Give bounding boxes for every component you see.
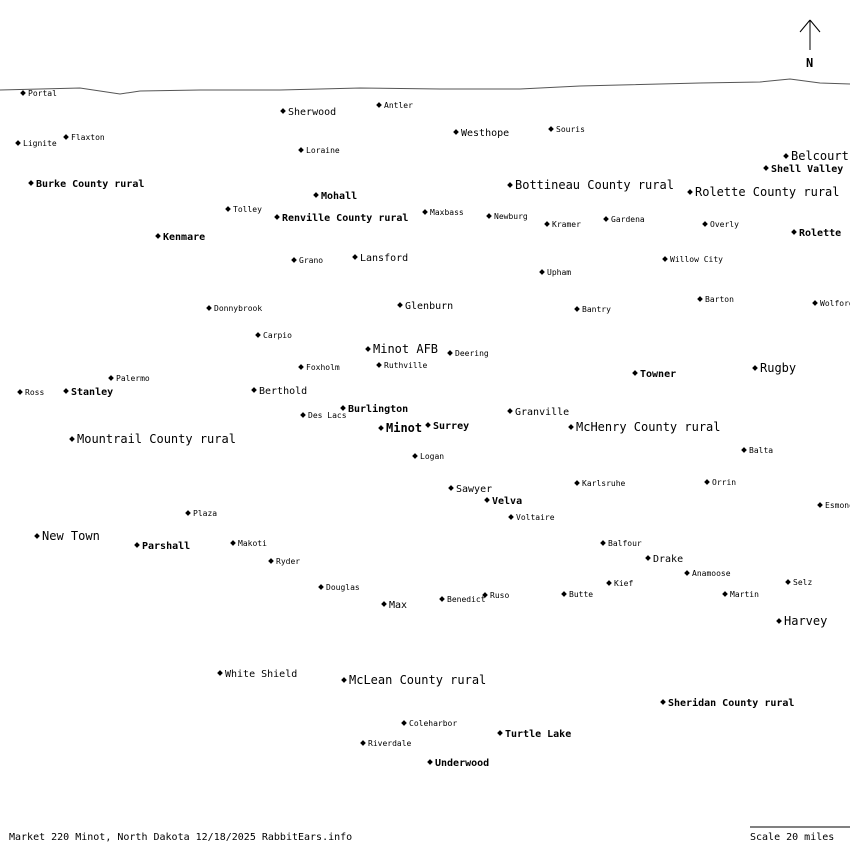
place-label: Deering: [447, 350, 489, 358]
place-label: New Town: [34, 530, 100, 542]
place-label: Ryder: [268, 558, 300, 566]
place-label: Foxholm: [298, 364, 340, 372]
place-label: Plaza: [185, 510, 217, 518]
place-label: Renville County rural: [274, 214, 408, 224]
place-label: Newburg: [486, 213, 528, 221]
place-label: Grano: [291, 257, 323, 265]
place-label: Selz: [785, 579, 812, 587]
place-label: Willow City: [662, 256, 723, 264]
place-label: Tolley: [225, 206, 262, 214]
place-label: Portal: [20, 90, 57, 98]
place-label: Orrin: [704, 479, 736, 487]
place-label: Anamoose: [684, 570, 731, 578]
map-caption: Market 220 Minot, North Dakota 12/18/202…: [9, 832, 353, 843]
place-label: Balfour: [600, 540, 642, 548]
place-label: Minot: [378, 422, 422, 434]
place-label: Bottineau County rural: [507, 179, 674, 191]
place-label: Shell Valley: [763, 165, 843, 175]
place-label: Rolette County rural: [687, 186, 840, 198]
compass-label: N: [806, 56, 814, 70]
place-label: Maxbass: [422, 209, 464, 217]
place-label: Mountrail County rural: [69, 433, 236, 445]
place-label: Bantry: [574, 306, 611, 314]
place-label: Lignite: [15, 140, 57, 148]
place-label: Martin: [722, 591, 759, 599]
place-label: Kief: [606, 580, 633, 588]
place-label: Burke County rural: [28, 180, 144, 190]
place-label: Carpio: [255, 332, 292, 340]
place-label: Towner: [632, 370, 676, 380]
place-label: Makoti: [230, 540, 267, 548]
place-label: Westhope: [453, 129, 509, 139]
place-label: Coleharbor: [401, 720, 457, 728]
state-border-line: [0, 78, 850, 95]
place-label: McLean County rural: [341, 674, 486, 686]
place-label: Sawyer: [448, 485, 492, 495]
place-label: Turtle Lake: [497, 730, 571, 740]
place-label: Minot AFB: [365, 343, 438, 355]
scale-label: Scale 20 miles: [750, 832, 835, 843]
place-label: Des Lacs: [300, 412, 347, 420]
place-label: Antler: [376, 102, 413, 110]
place-label: Riverdale: [360, 740, 411, 748]
place-label: Karlsruhe: [574, 480, 625, 488]
place-label: Esmond: [817, 502, 850, 510]
place-label: Ruso: [482, 592, 509, 600]
place-label: Voltaire: [508, 514, 555, 522]
place-label: Granville: [507, 408, 569, 418]
place-label: Loraine: [298, 147, 340, 155]
place-label: Burlington: [340, 405, 408, 415]
place-label: Barton: [697, 296, 734, 304]
place-label: Kenmare: [155, 233, 205, 243]
place-label: Kramer: [544, 221, 581, 229]
place-label: Wolford: [812, 300, 850, 308]
place-label: Stanley: [63, 388, 113, 398]
place-label: Underwood: [427, 759, 489, 769]
place-label: Glenburn: [397, 302, 453, 312]
place-label: Berthold: [251, 387, 307, 397]
place-label: Ross: [17, 389, 44, 397]
place-label: Surrey: [425, 422, 469, 432]
place-label: Rolette: [791, 229, 841, 239]
place-label: Ruthville: [376, 362, 427, 370]
place-label: White Shield: [217, 670, 297, 680]
place-label: Souris: [548, 126, 585, 134]
place-label: Donnybrook: [206, 305, 262, 313]
place-label: Sheridan County rural: [660, 699, 794, 709]
place-label: Parshall: [134, 542, 190, 552]
place-label: Max: [381, 601, 407, 611]
place-label: Flaxton: [63, 134, 105, 142]
place-label: Velva: [484, 497, 522, 507]
place-label: Belcourt: [783, 150, 849, 162]
place-label: McHenry County rural: [568, 421, 721, 433]
place-label: Sherwood: [280, 108, 336, 118]
place-label: Balta: [741, 447, 773, 455]
place-label: Lansford: [352, 254, 408, 264]
place-label: Gardena: [603, 216, 645, 224]
place-label: Benedict: [439, 596, 486, 604]
place-label: Drake: [645, 555, 683, 565]
place-label: Rugby: [752, 362, 796, 374]
place-label: Overly: [702, 221, 739, 229]
place-label: Upham: [539, 269, 571, 277]
place-label: Logan: [412, 453, 444, 461]
place-label: Douglas: [318, 584, 360, 592]
place-label: Butte: [561, 591, 593, 599]
place-label: Mohall: [313, 192, 357, 202]
place-label: Harvey: [776, 615, 827, 627]
north-arrow-icon: [799, 19, 821, 50]
place-label: Palermo: [108, 375, 150, 383]
